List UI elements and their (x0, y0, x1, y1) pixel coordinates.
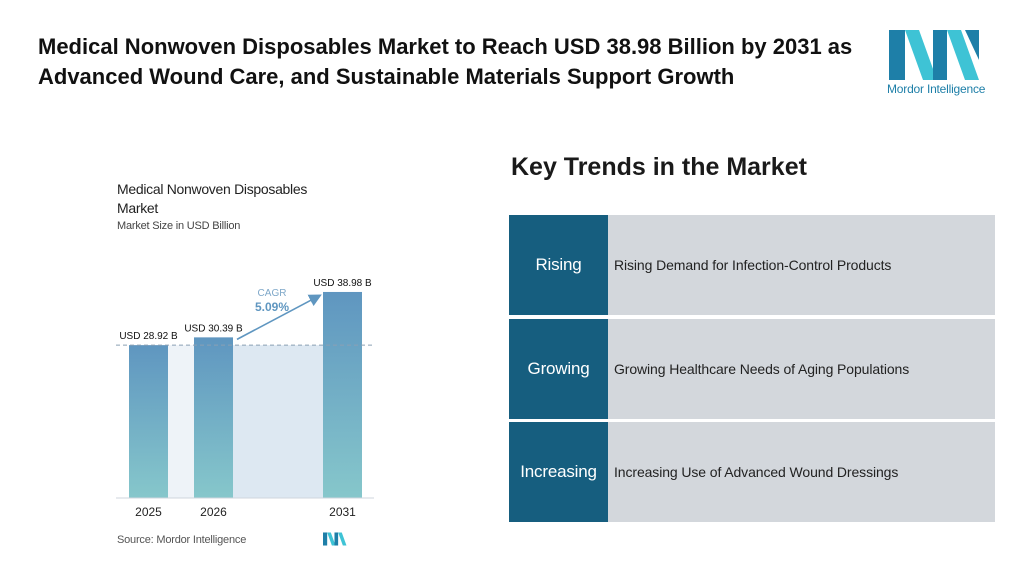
trend-label: Increasing (509, 422, 608, 522)
highlight-band (233, 345, 323, 498)
bar-value-label: USD 38.98 B (313, 278, 372, 289)
trends-title: Key Trends in the Market (511, 153, 807, 181)
gap-band (168, 345, 194, 498)
trend-row-rising: Rising Rising Demand for Infection-Contr… (509, 215, 995, 315)
trend-description: Growing Healthcare Needs of Aging Popula… (608, 319, 995, 419)
trend-row-increasing: Increasing Increasing Use of Advanced Wo… (509, 422, 995, 522)
source-note: Source: Mordor Intelligence (117, 534, 247, 546)
cagr-label: CAGR (258, 288, 287, 299)
trend-label: Rising (509, 215, 608, 315)
chart-title: Medical Nonwoven Disposables Market (117, 181, 308, 216)
bar-2031 (323, 291, 362, 498)
trend-description: Rising Demand for Infection-Control Prod… (608, 215, 995, 315)
mordor-logo-icon (889, 30, 979, 80)
bar-value-label: USD 28.92 B (119, 331, 178, 342)
chart-subtitle: Market Size in USD Billion (117, 220, 241, 232)
trend-row-growing: Growing Growing Healthcare Needs of Agin… (509, 319, 995, 419)
trend-label: Growing (509, 319, 608, 419)
trend-description: Increasing Use of Advanced Wound Dressin… (608, 422, 995, 522)
bar-value-label: USD 30.39 B (184, 323, 243, 334)
logo-text: Mordor Intelligence (887, 82, 986, 96)
cagr-arrow (236, 294, 322, 341)
bar-2025 (129, 345, 168, 498)
source-logo-icon (323, 532, 347, 546)
bar-2026 (194, 337, 233, 498)
x-tick-label: 2026 (200, 505, 227, 519)
mordor-intelligence-logo: Mordor Intelligence (887, 30, 995, 100)
x-tick-label: 2031 (329, 505, 356, 519)
headline: Medical Nonwoven Disposables Market to R… (38, 34, 853, 89)
x-tick-label: 2025 (135, 505, 162, 519)
market-size-chart: USD 28.92 B 2025 USD 30.39 B 2026 USD 38.98 … (116, 278, 374, 519)
cagr-value: 5.09% (255, 300, 289, 314)
